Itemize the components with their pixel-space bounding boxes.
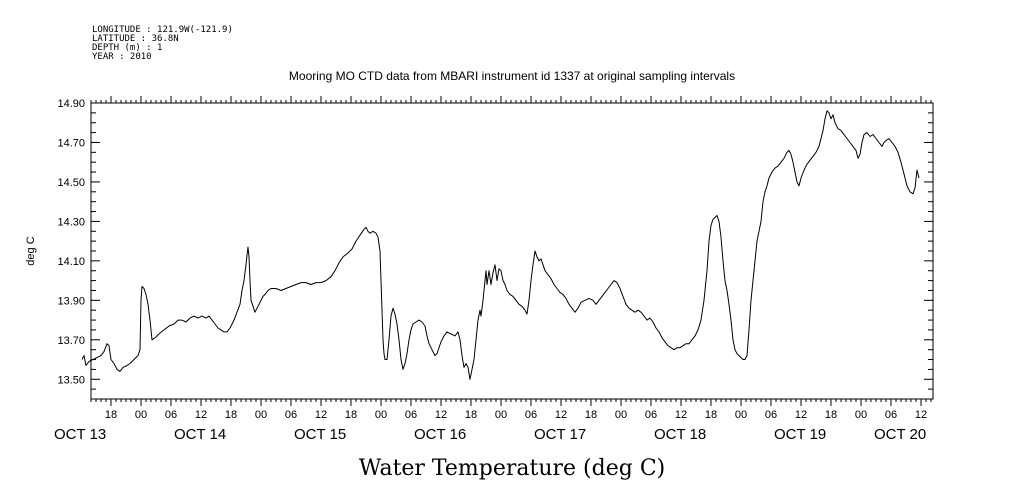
station-metadata: LONGITUDE : 121.9W(-121.9) LATITUDE : 36… — [92, 25, 233, 62]
x-day-label: OCT 13 — [54, 426, 106, 443]
x-hour-label: 00 — [255, 409, 267, 421]
x-hour-label: 18 — [465, 409, 477, 421]
series-layer — [81, 110, 920, 380]
x-axis-title: Water Temperature (deg C) — [359, 456, 666, 481]
x-day-label: OCT 14 — [174, 426, 226, 443]
y-tick-label: 14.70 — [57, 137, 85, 149]
x-hour-label: 00 — [615, 409, 627, 421]
x-hour-label: 06 — [765, 409, 777, 421]
y-axis-ticks: 13.50 13.70 13.90 14.10 14.30 14.50 14.70 14.90 — [57, 98, 933, 400]
x-hour-label: 18 — [105, 409, 117, 421]
x-hour-label: 12 — [915, 409, 927, 421]
x-hour-label: 00 — [855, 409, 867, 421]
x-hour-label: 06 — [885, 409, 897, 421]
y-tick-label: 14.90 — [57, 98, 85, 110]
x-hour-label: 00 — [375, 409, 387, 421]
x-hour-label: 06 — [405, 409, 417, 421]
x-hour-label: 18 — [585, 409, 597, 421]
y-axis-label: deg C — [25, 236, 37, 265]
x-hour-label: 00 — [495, 409, 507, 421]
x-hour-label: 12 — [435, 409, 447, 421]
x-day-label: OCT 15 — [294, 426, 346, 443]
x-hour-label: 18 — [705, 409, 717, 421]
x-day-label: OCT 18 — [654, 426, 706, 443]
chart-title: Mooring MO CTD data from MBARI instrumen… — [289, 69, 735, 83]
x-hour-label: 06 — [165, 409, 177, 421]
x-hour-label: 12 — [675, 409, 687, 421]
x-hour-label: 00 — [135, 409, 147, 421]
x-axis-ticks: 18 00 06 12 18 00 06 12 18 00 06 12 18 00 06 12 18 00 06 12… — [54, 96, 932, 443]
x-hour-label: 12 — [315, 409, 327, 421]
metadata-depth: DEPTH (m) : 1 — [92, 43, 162, 53]
x-hour-label: 18 — [825, 409, 837, 421]
x-hour-label: 06 — [645, 409, 657, 421]
x-hour-label: 12 — [795, 409, 807, 421]
x-day-label: OCT 19 — [774, 426, 826, 443]
x-hour-label: 06 — [285, 409, 297, 421]
x-hour-label: 18 — [345, 409, 357, 421]
metadata-latitude: LATITUDE : 36.8N — [92, 34, 179, 44]
x-hour-label: 00 — [735, 409, 747, 421]
metadata-longitude: LONGITUDE : 121.9W(-121.9) — [92, 25, 233, 35]
x-hour-label: 12 — [195, 409, 207, 421]
y-tick-label: 13.70 — [57, 335, 85, 347]
water-temperature-line — [81, 110, 920, 380]
x-day-label: OCT 17 — [534, 426, 586, 443]
y-tick-label: 14.30 — [57, 216, 85, 228]
plot-frame — [90, 102, 934, 400]
y-tick-label: 13.90 — [57, 295, 85, 307]
y-tick-label: 14.50 — [57, 177, 85, 189]
x-hour-label: 06 — [525, 409, 537, 421]
y-tick-label: 14.10 — [57, 256, 85, 268]
x-day-label: OCT 20 — [874, 426, 926, 443]
x-day-label: OCT 16 — [414, 426, 466, 443]
plot-border — [90, 102, 934, 400]
x-hour-label: 12 — [555, 409, 567, 421]
y-tick-label: 13.50 — [57, 374, 85, 386]
metadata-year: YEAR : 2010 — [92, 52, 152, 62]
x-hour-label: 18 — [225, 409, 237, 421]
